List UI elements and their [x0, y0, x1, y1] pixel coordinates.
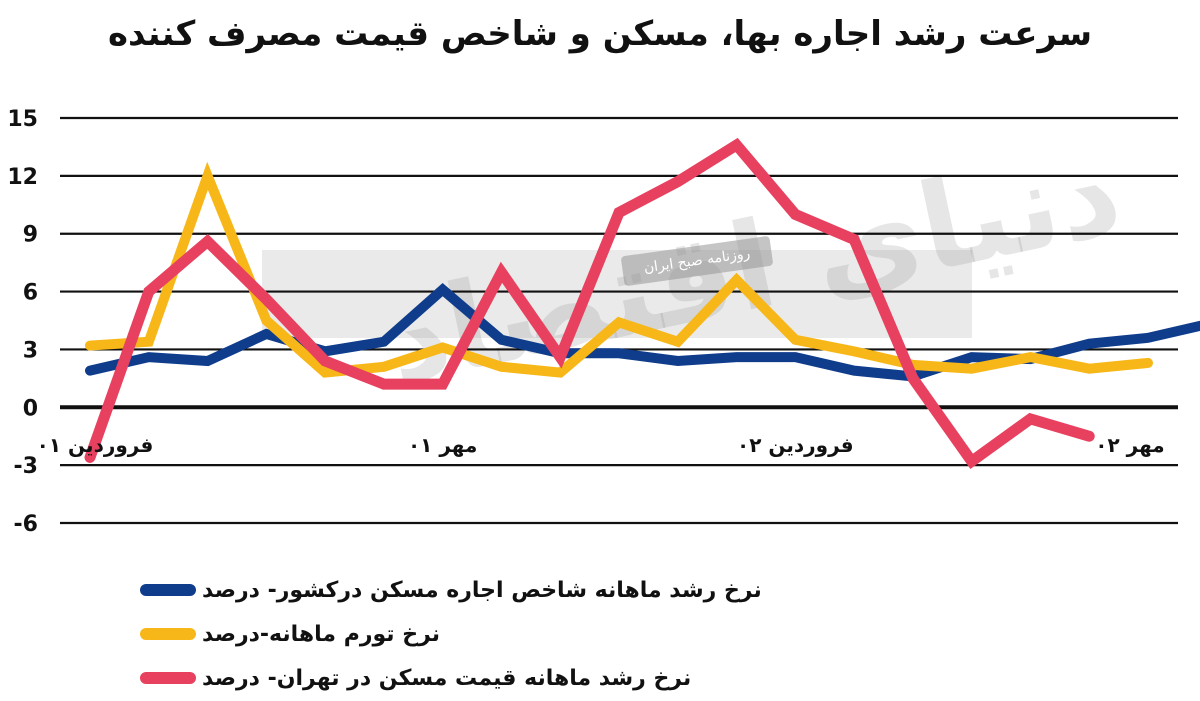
legend-item-tehran-housing: نرخ رشد ماهانه قیمت مسکن در تهران- درصد [140, 656, 700, 700]
y-tick-label: 12 [7, 165, 38, 190]
legend-label-rent: نرخ رشد ماهانه شاخص اجاره مسکن درکشور- د… [202, 577, 762, 603]
y-tick-label: 6 [23, 281, 38, 306]
series-line-1 [85, 161, 1153, 378]
x-tick-label: مهر ۰۱ [408, 433, 477, 457]
y-tick-label: 0 [23, 396, 38, 421]
y-tick-label: 9 [23, 223, 38, 248]
series-line-2 [84, 137, 1095, 469]
legend-label-tehran-housing: نرخ رشد ماهانه قیمت مسکن در تهران- درصد [202, 665, 692, 691]
legend-label-inflation: نرخ تورم ماهانه-درصد [202, 621, 441, 647]
x-tick-label: مهر ۰۲ [1095, 433, 1164, 457]
series-layer [84, 137, 1200, 469]
chart-title: سرعت رشد اجاره بها، مسکن و شاخص قیمت مصر… [107, 14, 1093, 54]
y-tick-label: -3 [14, 454, 38, 479]
label-layer: 15 12 9 6 3 0 -3 -6 فروردین ۰۱ مهر ۰۱ فروردین ۰۲ مه… [7, 107, 1164, 537]
y-tick-label: -6 [14, 512, 38, 537]
legend-swatch-rent [140, 584, 196, 596]
x-tick-label: فروردین ۰۲ [737, 433, 854, 457]
grid-layer [60, 116, 1178, 525]
legend-item-rent: نرخ رشد ماهانه شاخص اجاره مسکن درکشور- د… [140, 568, 762, 612]
legend-item-inflation: نرخ تورم ماهانه-درصد [140, 612, 700, 656]
y-tick-label: 3 [23, 338, 38, 363]
legend-swatch-inflation [140, 628, 196, 640]
legend: نرخ رشد ماهانه شاخص اجاره مسکن درکشور- د… [140, 568, 762, 700]
y-tick-label: 15 [7, 107, 38, 132]
legend-swatch-tehran-housing [140, 672, 196, 684]
x-tick-label: فروردین ۰۱ [37, 433, 154, 457]
